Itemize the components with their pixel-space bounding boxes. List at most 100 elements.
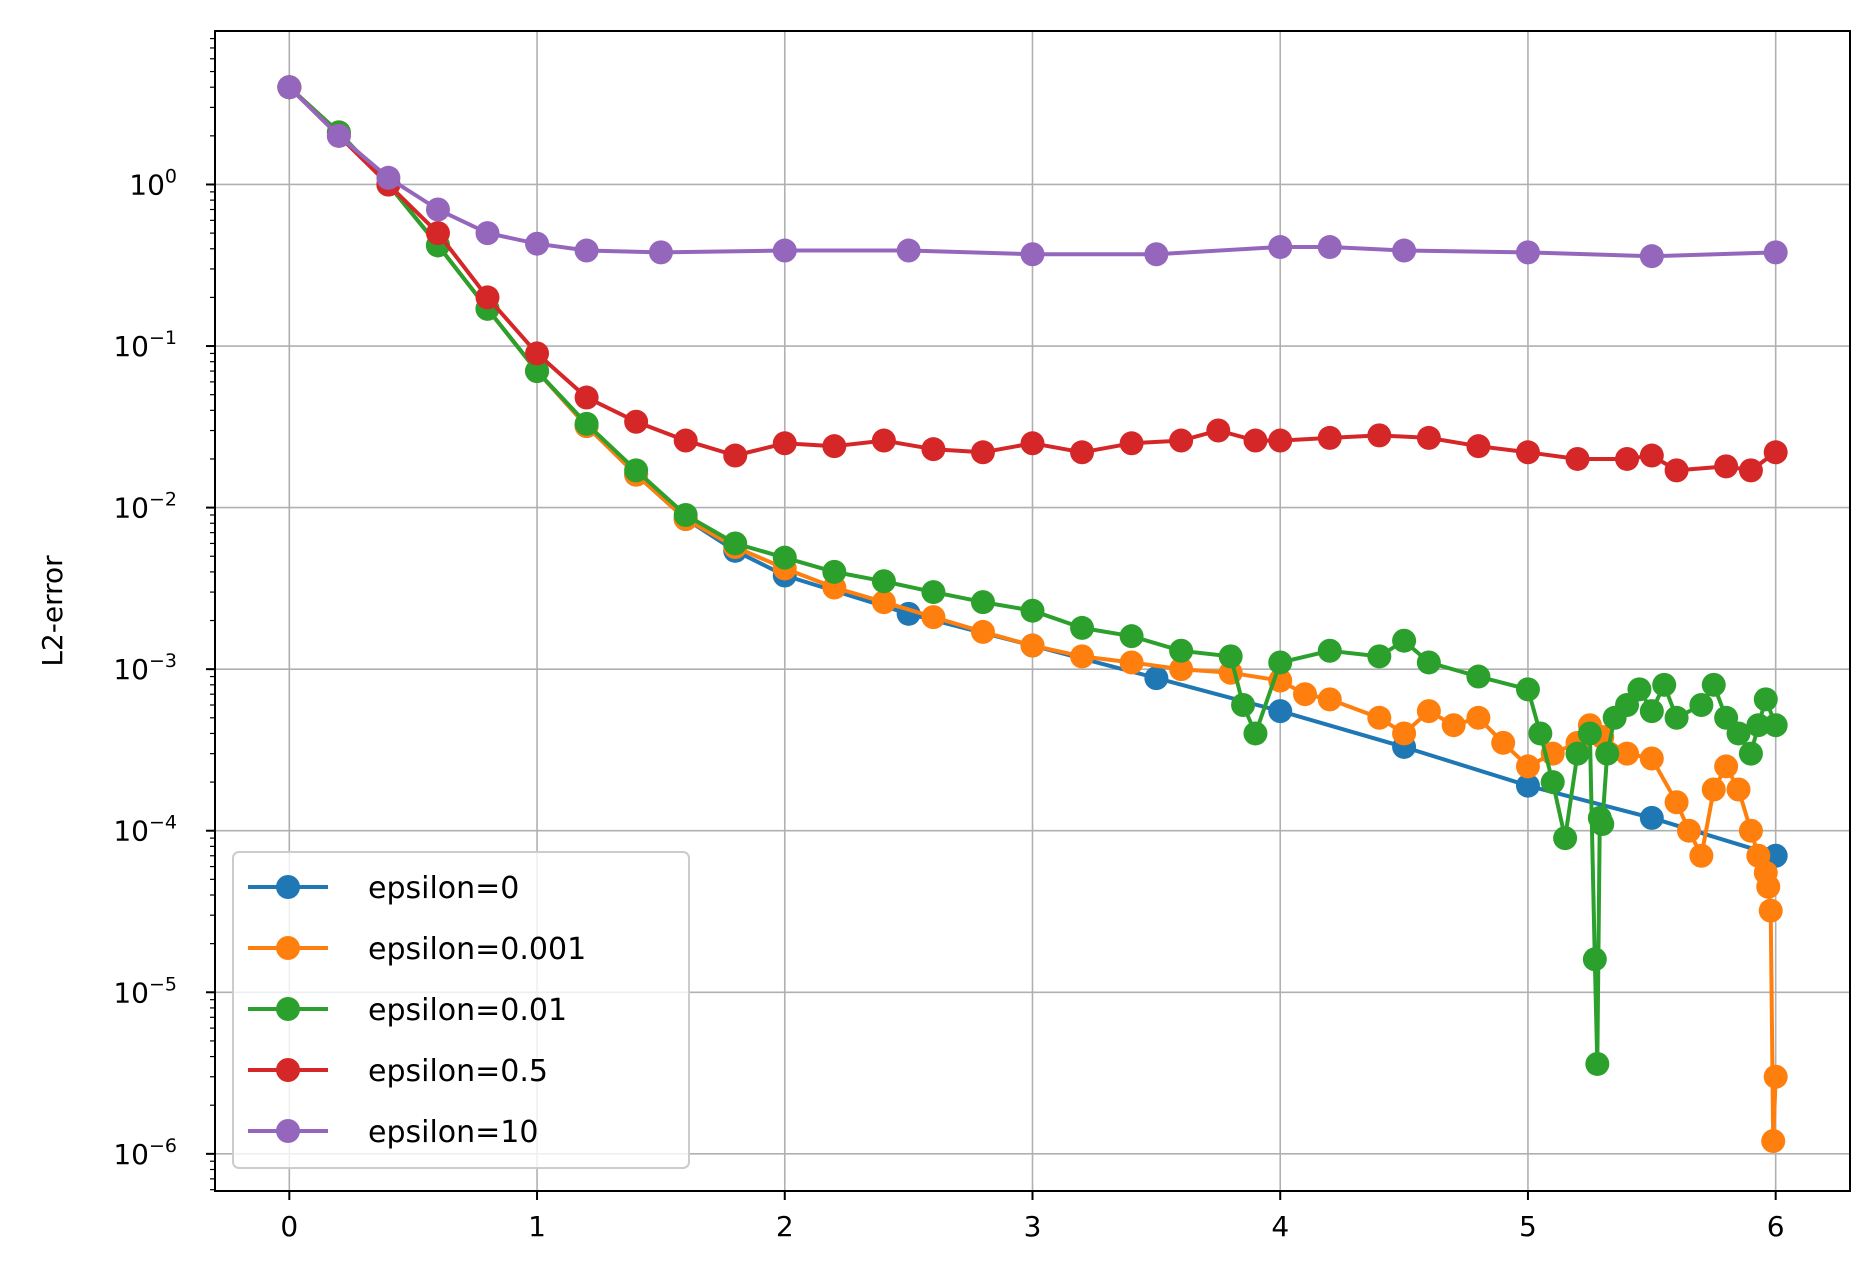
data-point [1392, 721, 1417, 746]
data-point [1689, 843, 1714, 868]
data-point [970, 440, 995, 465]
data-point [1169, 638, 1194, 663]
y-axis-title: L2-error [36, 555, 69, 667]
data-point [1268, 650, 1293, 675]
data-point [624, 458, 649, 483]
data-point [1577, 721, 1602, 746]
data-point [1756, 874, 1781, 899]
data-point [1243, 721, 1268, 746]
data-point [1317, 425, 1342, 450]
y-tick-label: 10−1 [113, 327, 177, 363]
data-point [1416, 650, 1441, 675]
y-tick-label: 10−3 [113, 650, 177, 686]
data-point [425, 221, 450, 246]
data-point [1020, 242, 1045, 267]
series-line [287, 85, 1777, 473]
data-point [1639, 746, 1664, 771]
data-point [277, 75, 302, 100]
data-point [1392, 238, 1417, 263]
data-point [1367, 423, 1392, 448]
data-point [1615, 446, 1640, 471]
data-point [1144, 242, 1169, 267]
x-tick-label: 3 [1024, 1210, 1042, 1243]
data-point [1243, 428, 1268, 453]
data-point [970, 590, 995, 615]
data-point [1627, 677, 1652, 702]
data-point [1020, 633, 1045, 658]
legend-item: epsilon=0.01 [248, 993, 567, 1028]
data-point [1169, 657, 1194, 682]
x-tick-label: 1 [528, 1210, 546, 1243]
data-point [1206, 418, 1231, 443]
data-point [1070, 440, 1095, 465]
data-point [475, 221, 500, 246]
data-point [1753, 687, 1778, 712]
data-point [723, 531, 748, 556]
data-point [1585, 1051, 1610, 1076]
x-tick-label: 4 [1271, 1210, 1289, 1243]
data-point [525, 231, 550, 256]
legend-label: epsilon=10 [368, 1115, 538, 1150]
data-point [871, 569, 896, 594]
data-point [1565, 446, 1590, 471]
data-point [574, 385, 599, 410]
data-point [1293, 682, 1317, 707]
y-tick-label: 10−2 [113, 489, 177, 525]
legend-label: epsilon=0.01 [368, 993, 567, 1028]
x-tick-label: 0 [280, 1210, 298, 1243]
data-point [1515, 440, 1540, 465]
legend-item: epsilon=10 [248, 1115, 538, 1150]
data-point [624, 409, 649, 434]
legend-marker [276, 1058, 300, 1082]
data-point [1020, 431, 1045, 456]
data-point [921, 605, 946, 630]
data-point [1590, 812, 1615, 837]
x-tick-label: 2 [776, 1210, 794, 1243]
y-axis: 100 10−1 10−2 10−3 10−4 10−5 10−6 [113, 37, 215, 1191]
data-point [1639, 443, 1664, 468]
data-point [1726, 721, 1751, 746]
data-point [1664, 790, 1689, 815]
data-point [1441, 713, 1466, 738]
y-tick-label: 100 [129, 165, 177, 201]
legend-marker [276, 936, 300, 960]
data-point [822, 434, 847, 459]
data-point [1119, 624, 1144, 649]
data-point [822, 559, 847, 584]
x-tick-label: 5 [1519, 1210, 1537, 1243]
data-point [1317, 235, 1342, 260]
data-point [871, 428, 896, 453]
legend-label: epsilon=0 [368, 871, 519, 906]
data-point [1714, 754, 1739, 779]
data-point [1763, 240, 1788, 265]
data-point [1466, 705, 1491, 730]
legend-label: epsilon=0.001 [368, 932, 586, 967]
data-point [1144, 666, 1169, 691]
data-point [1268, 428, 1293, 453]
legend-item: epsilon=0.001 [248, 932, 586, 967]
data-point [1317, 687, 1342, 712]
data-point [896, 238, 921, 263]
data-point [1553, 826, 1578, 851]
data-point [1218, 644, 1243, 669]
data-point [475, 285, 500, 310]
data-point [1652, 672, 1677, 697]
y-tick-label: 10−6 [113, 1135, 177, 1171]
data-point [1515, 754, 1540, 779]
data-point [1763, 1064, 1788, 1089]
data-point [1268, 235, 1293, 260]
data-point [1615, 741, 1640, 766]
y-tick-label: 10−5 [113, 973, 177, 1009]
data-point [1528, 721, 1553, 746]
series-layer [277, 75, 1788, 1154]
data-point [1738, 741, 1763, 766]
data-point [1367, 705, 1392, 730]
series-4 [277, 75, 1788, 269]
data-point [1169, 428, 1194, 453]
data-point [1701, 777, 1726, 802]
data-point [376, 165, 401, 190]
data-point [1689, 693, 1714, 718]
data-point [1491, 730, 1516, 755]
data-point [921, 437, 946, 462]
